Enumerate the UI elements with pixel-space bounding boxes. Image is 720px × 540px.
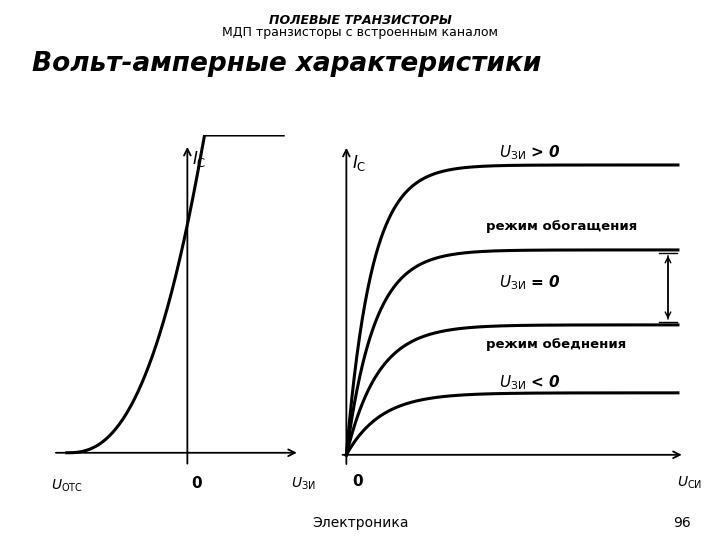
Text: МДП транзисторы с встроенным каналом: МДП транзисторы с встроенным каналом — [222, 26, 498, 39]
Text: Электроника: Электроника — [312, 516, 408, 530]
Text: режим обеднения: режим обеднения — [485, 339, 626, 352]
Text: $\mathbf{0}$: $\mathbf{0}$ — [191, 476, 202, 491]
Text: Вольт-амперные характеристики: Вольт-амперные характеристики — [32, 51, 541, 77]
Text: $\mathit{U}_\mathrm{ЗИ}$ = 0: $\mathit{U}_\mathrm{ЗИ}$ = 0 — [499, 274, 561, 292]
Text: $\mathit{U}_\mathrm{ОТС}$: $\mathit{U}_\mathrm{ОТС}$ — [51, 478, 83, 494]
Text: $\mathit{U}_\mathrm{ЗИ}$ > 0: $\mathit{U}_\mathrm{ЗИ}$ > 0 — [499, 144, 561, 163]
Text: режим обогащения: режим обогащения — [485, 220, 637, 233]
Text: 96: 96 — [673, 516, 691, 530]
Text: $\mathit{I}_\mathrm{C}$: $\mathit{I}_\mathrm{C}$ — [192, 148, 206, 168]
Text: $\mathit{U}_\mathrm{ЗИ}$: $\mathit{U}_\mathrm{ЗИ}$ — [292, 476, 316, 492]
Text: $\mathit{I}_\mathrm{C}$: $\mathit{I}_\mathrm{C}$ — [351, 153, 366, 173]
Text: ПОЛЕВЫЕ ТРАНЗИСТОРЫ: ПОЛЕВЫЕ ТРАНЗИСТОРЫ — [269, 14, 451, 26]
Text: $\mathit{U}_\mathrm{ЗИ}$ < 0: $\mathit{U}_\mathrm{ЗИ}$ < 0 — [499, 374, 561, 392]
Text: $\mathbf{0}$: $\mathbf{0}$ — [351, 473, 364, 489]
Text: $\mathit{U}_\mathrm{СИ}$: $\mathit{U}_\mathrm{СИ}$ — [677, 475, 702, 491]
